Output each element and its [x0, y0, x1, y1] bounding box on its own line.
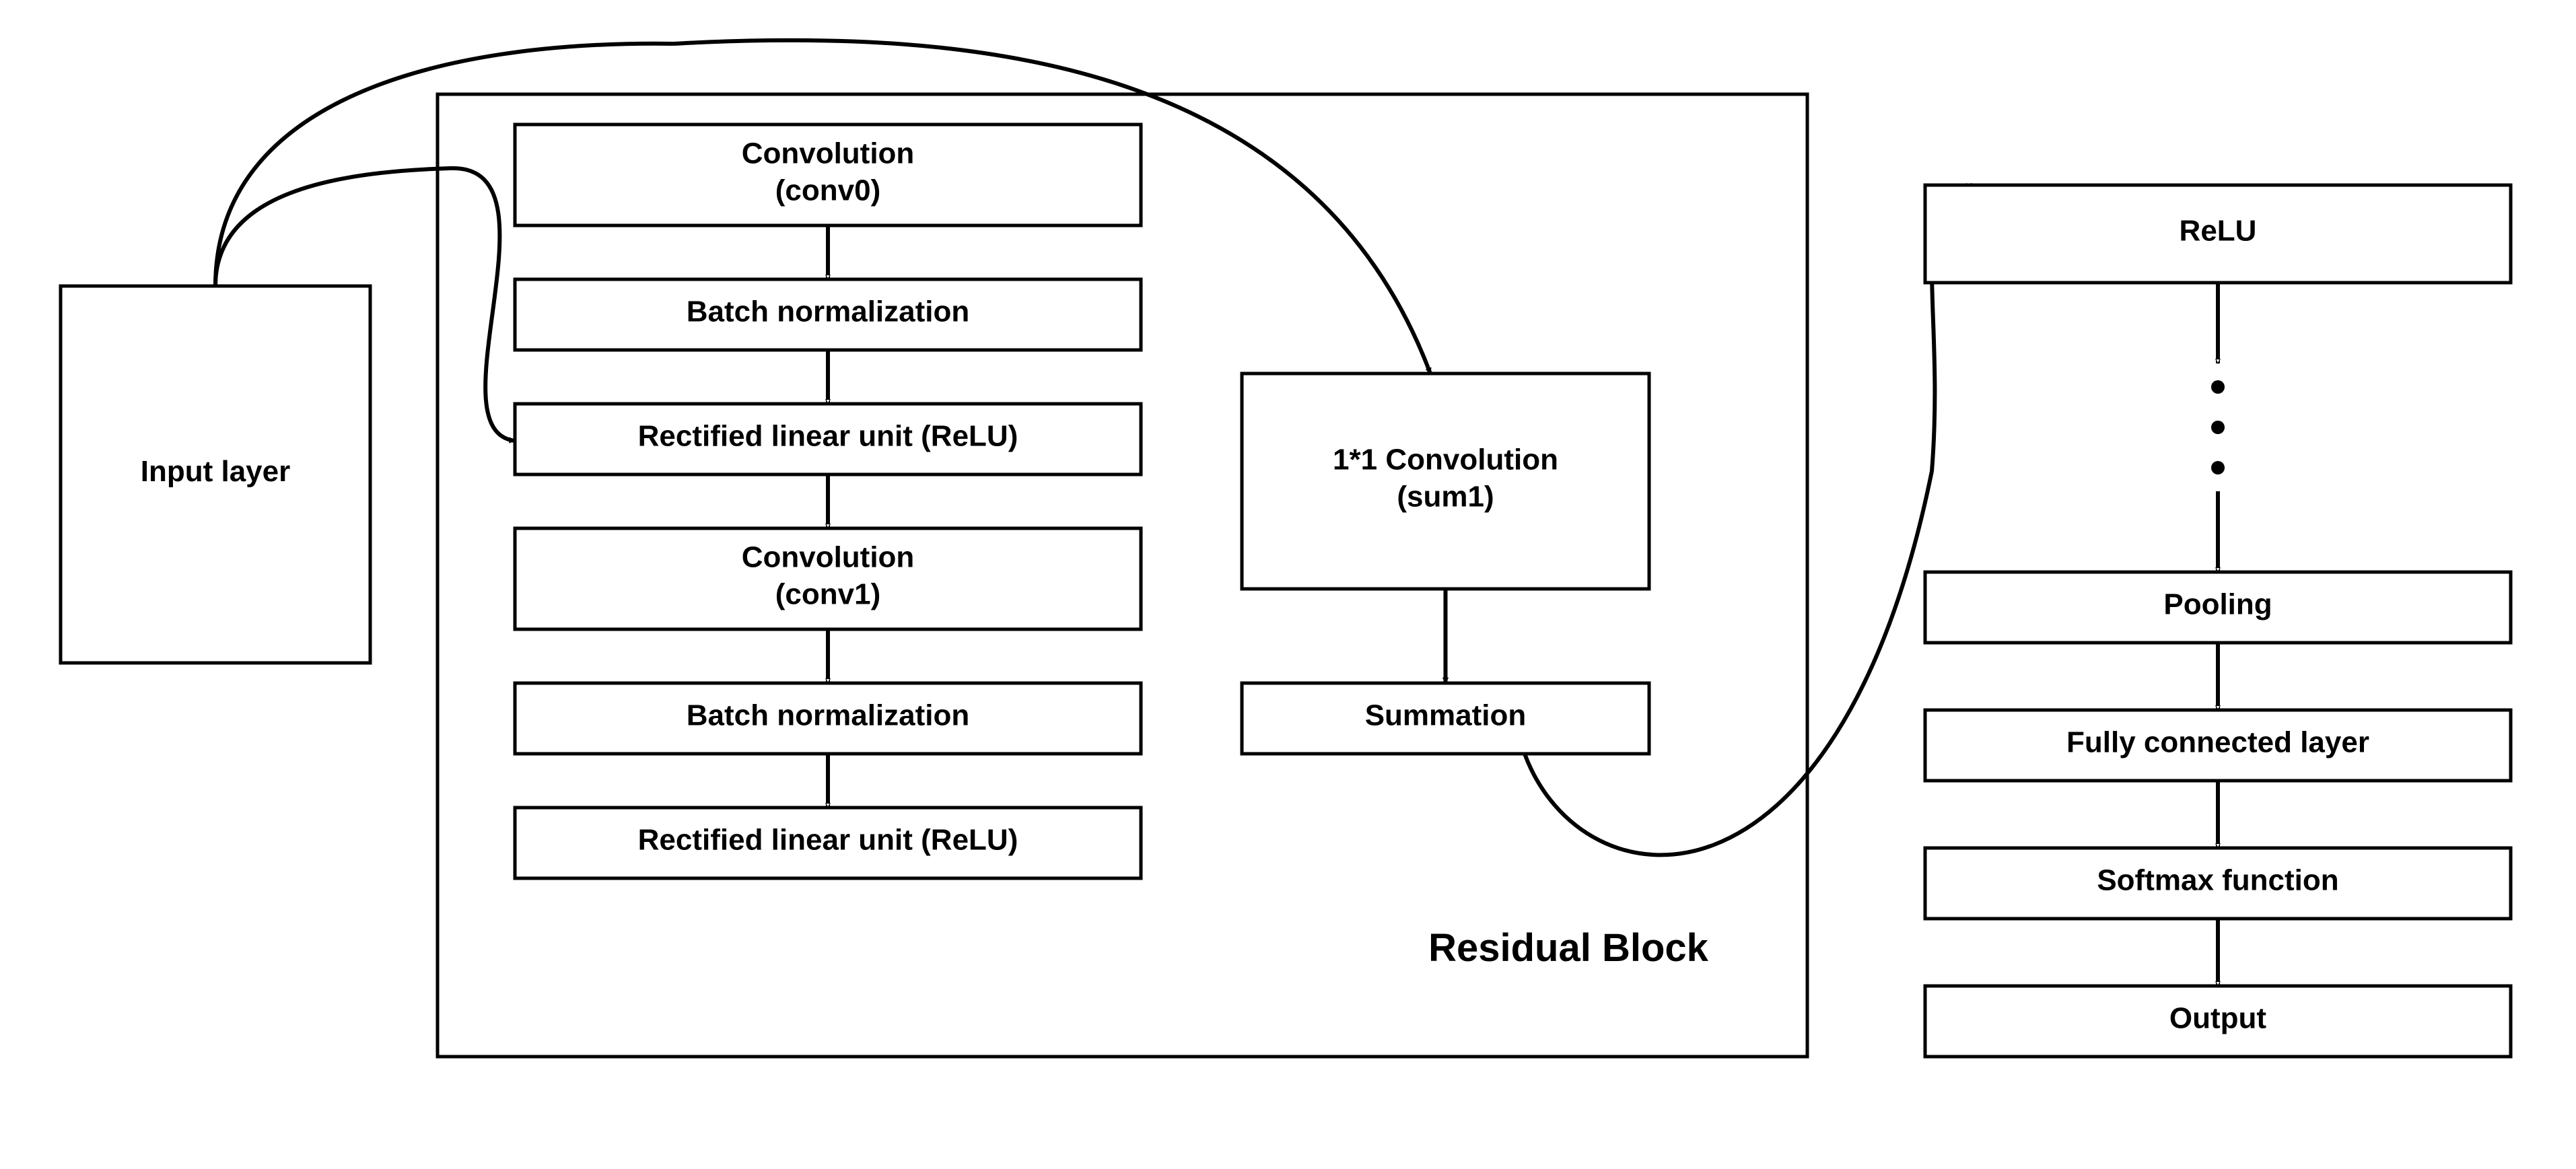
- node-label-relu2: ReLU: [2180, 214, 2257, 247]
- node-label-bn1: Batch normalization: [687, 699, 970, 732]
- node-label-bn0: Batch normalization: [687, 295, 970, 328]
- node-label-pool: Pooling: [2163, 588, 2272, 621]
- layer-dots: [2211, 380, 2225, 474]
- node-label-relu0: Rectified linear unit (ReLU): [638, 419, 1018, 452]
- node-relu0: Rectified linear unit (ReLU): [515, 404, 1141, 474]
- node-label-sum: Summation: [1365, 699, 1527, 732]
- node-label-input: Input layer: [141, 455, 291, 488]
- node-bn1: Batch normalization: [515, 683, 1141, 754]
- node-label-conv1-l0: Convolution: [742, 540, 915, 573]
- node-label-softmax: Softmax function: [2097, 863, 2338, 896]
- node-label-conv1x1-l1: (sum1): [1397, 480, 1494, 513]
- ellipsis-dot-1: [2211, 421, 2225, 434]
- ellipsis-dot-0: [2211, 380, 2225, 394]
- node-label-conv1-l1: (conv1): [775, 577, 880, 610]
- node-fc: Fully connected layer: [1925, 710, 2511, 781]
- node-output: Output: [1925, 986, 2511, 1057]
- node-label-conv0-l1: (conv0): [775, 174, 880, 207]
- node-label-conv1x1-l0: 1*1 Convolution: [1333, 443, 1558, 476]
- node-relu2: ReLU: [1925, 185, 2511, 283]
- node-bn0: Batch normalization: [515, 279, 1141, 350]
- node-label-res_label: Residual Block: [1428, 926, 1709, 970]
- layer-nodes: Input layer Convolution (conv0) Batch norma…: [61, 125, 2511, 1057]
- node-conv0: Convolution (conv0): [515, 125, 1141, 225]
- node-label-fc: Fully connected layer: [2066, 725, 2369, 758]
- node-input: Input layer: [61, 286, 370, 663]
- node-relu1: Rectified linear unit (ReLU): [515, 808, 1141, 878]
- node-conv1: Convolution (conv1): [515, 528, 1141, 629]
- node-label-relu1: Rectified linear unit (ReLU): [638, 823, 1018, 856]
- node-res_label: Residual Block: [1428, 926, 1709, 970]
- node-pool: Pooling: [1925, 572, 2511, 643]
- ellipsis-dot-2: [2211, 461, 2225, 474]
- node-label-output: Output: [2169, 1001, 2267, 1034]
- node-sum: Summation: [1242, 683, 1649, 754]
- node-conv1x1: 1*1 Convolution (sum1): [1242, 374, 1649, 589]
- node-label-conv0-l0: Convolution: [742, 137, 915, 170]
- node-softmax: Softmax function: [1925, 848, 2511, 919]
